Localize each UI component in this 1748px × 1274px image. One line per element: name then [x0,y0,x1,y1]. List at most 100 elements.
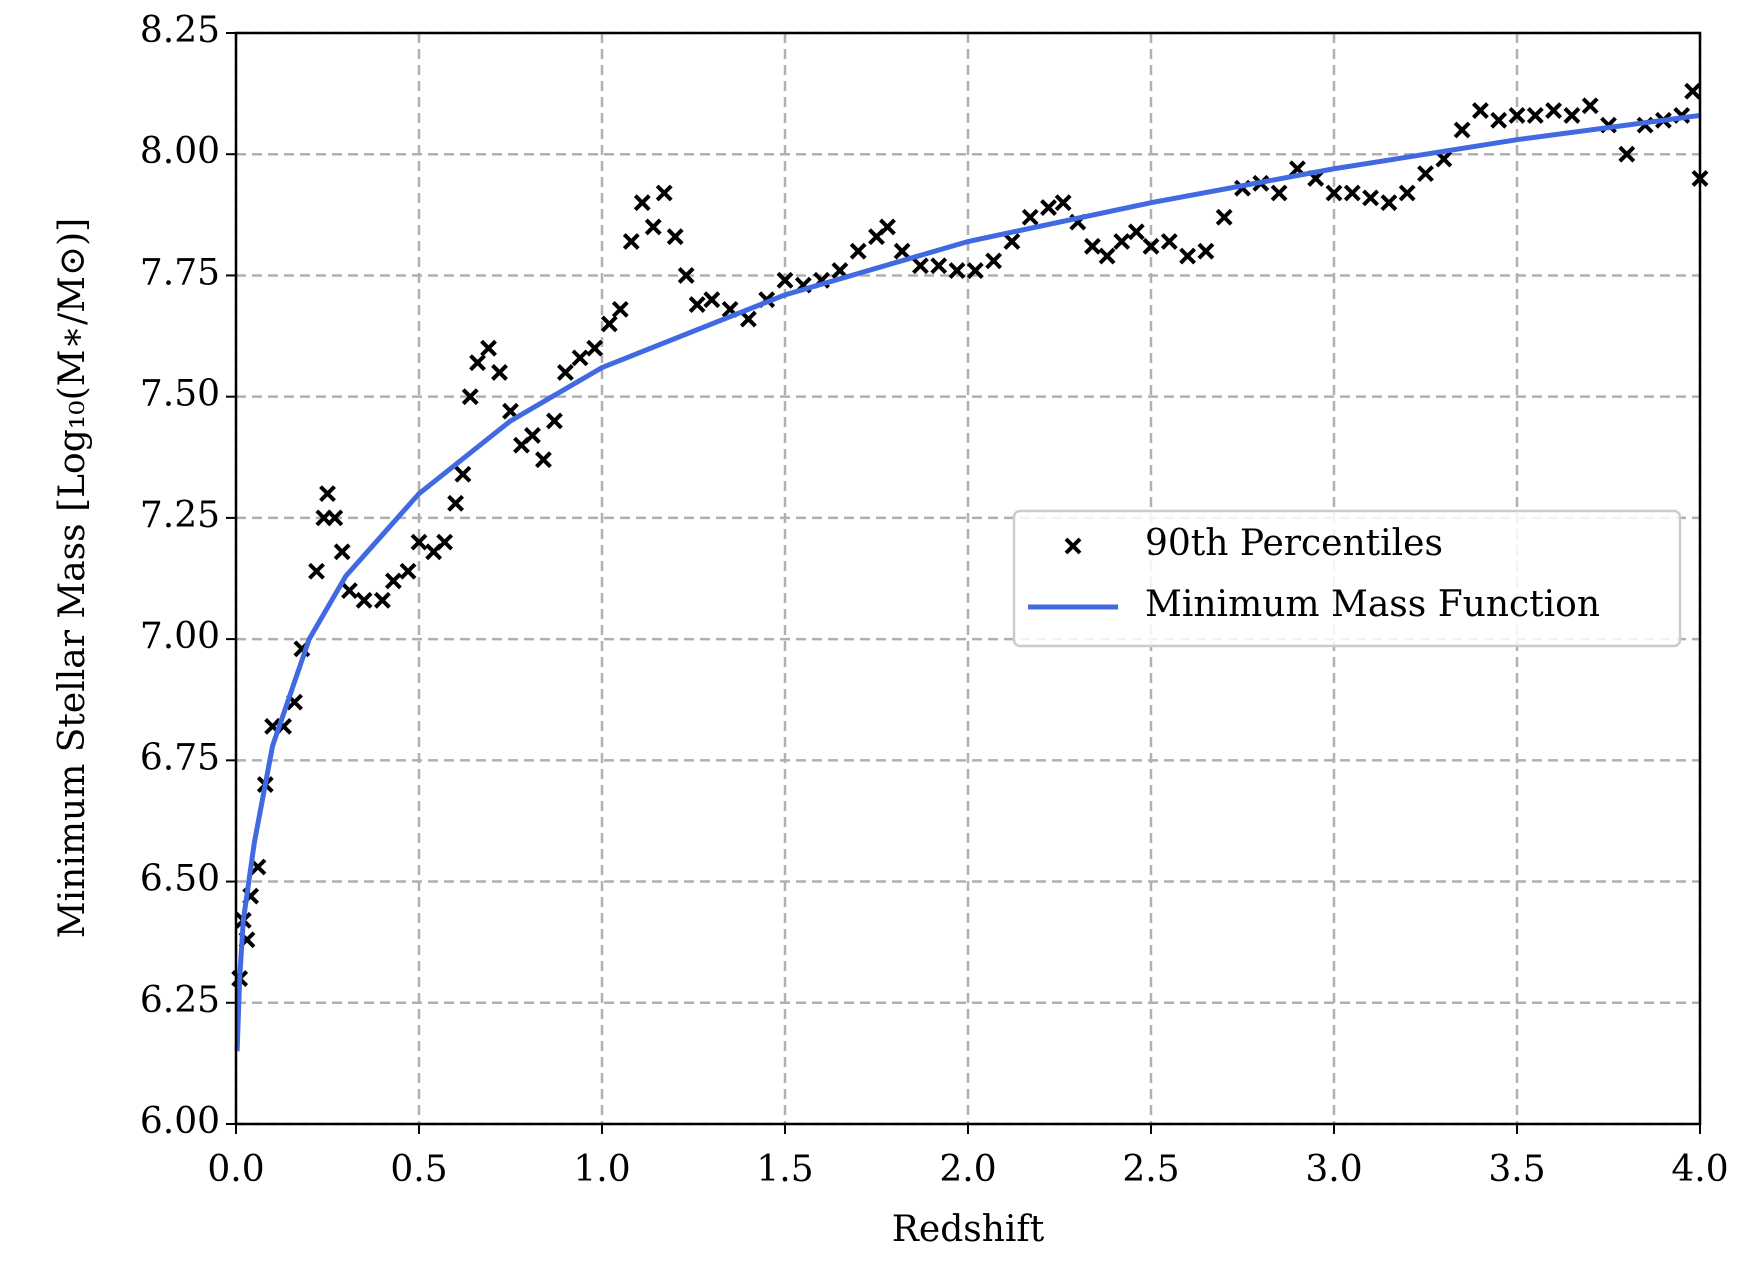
scatter-point [586,339,604,357]
scatter-point [644,218,662,236]
scatter-point [491,364,508,381]
x-tick-label: 3.0 [1305,1149,1362,1190]
legend-label: 90th Percentiles [1145,523,1443,564]
scatter-point [1490,111,1508,129]
y-tick-label: 8.25 [140,10,220,51]
scatter-point [410,533,428,551]
x-tick-label: 0.5 [390,1149,447,1190]
scatter-point [524,427,541,444]
scatter-point [1179,247,1197,265]
scatter-point [1325,184,1343,202]
scatter-point [469,354,486,372]
scatter-point [341,582,358,600]
scatter-point [948,262,966,280]
scatter-point [1270,184,1288,202]
x-axis-label: Redshift [892,1209,1045,1250]
scatter-point [384,572,402,590]
x-tick-label: 4.0 [1671,1149,1728,1190]
y-tick-label: 7.00 [140,616,220,657]
x-tick-label: 0.0 [207,1149,264,1190]
scatter-point [1563,107,1581,124]
scatter-point [556,364,574,381]
scatter-point [1215,208,1233,226]
scatter-point [1343,184,1361,202]
x-tick-label: 2.5 [1122,1149,1179,1190]
scatter-point [677,267,695,284]
scatter-point [571,349,589,367]
scatter-point [461,388,479,406]
y-tick-label: 7.75 [140,252,220,293]
x-tick-label: 3.5 [1488,1149,1545,1190]
scatter-point [535,451,552,469]
scatter-point [1021,208,1039,226]
scatter-point [1398,184,1416,202]
scatter-point [546,412,563,430]
y-tick-label: 6.25 [140,980,220,1021]
x-tick-label: 1.0 [573,1149,630,1190]
scatter-point [912,257,929,275]
scatter-point [454,465,472,483]
scatter-point [739,310,757,328]
scatter-point [633,194,651,212]
scatter-point [1160,233,1178,250]
scatter-point [930,257,948,275]
scatter-point [326,509,344,527]
scatter-point [399,562,417,580]
y-tick-label: 8.00 [140,131,220,172]
scatter-point [1545,102,1563,119]
y-tick-label: 6.75 [140,737,220,778]
scatter-point [1197,242,1215,260]
scatter-point [622,233,640,250]
scatter-point [447,494,465,512]
y-axis-label: Minimum Stellar Mass [Log₁₀(M∗/M⊙)] [52,218,93,938]
scatter-point [1127,223,1145,241]
legend-box [1012,509,1682,648]
y-tick-label: 7.50 [140,374,220,415]
scatter-point [1417,165,1434,183]
scatter-point [985,252,1003,270]
scatter-point [1362,189,1380,207]
scatter-point [1113,233,1131,250]
scatter-point [611,300,629,318]
x-tick-label: 1.5 [756,1149,813,1190]
scatter-point [600,315,618,333]
scatter-point [1618,145,1636,163]
scatter-point [1684,82,1702,100]
scatter-point [849,242,867,260]
scatter-point [703,291,721,309]
scatter-point [688,296,706,313]
scatter-point [436,533,454,551]
scatter-point [966,262,984,280]
scatter-point [1508,107,1526,124]
y-tick-label: 7.25 [140,495,220,536]
x-tick-label: 2.0 [939,1149,996,1190]
scatter-point [776,271,794,289]
scatter-point [1084,237,1101,255]
scatter-point [1380,194,1398,212]
legend-label: Minimum Mass Function [1145,584,1600,625]
scatter-point [666,228,684,246]
scatter-point [1453,121,1471,139]
scatter-point [1054,194,1072,212]
scatter-point [373,591,391,609]
legend-swatch [1064,537,1082,555]
scatter-point [1040,199,1057,216]
scatter-point [879,218,896,236]
plot-frame [234,31,1702,1126]
scatter-point [319,485,336,503]
scatter-point [1142,237,1160,255]
scatter-point [1581,97,1599,115]
scatter-point [1471,102,1489,119]
scatter-point [480,339,497,357]
y-tick-label: 6.00 [140,1101,220,1142]
scatter-point [308,562,325,580]
scatter-point [1526,107,1544,124]
scatter-point [333,543,351,561]
scatter-point [893,242,911,260]
scatter-point [1003,233,1021,250]
scatter-point [655,184,673,202]
y-tick-label: 6.50 [140,859,220,900]
line [234,112,1701,1052]
scatter-point [355,591,373,609]
